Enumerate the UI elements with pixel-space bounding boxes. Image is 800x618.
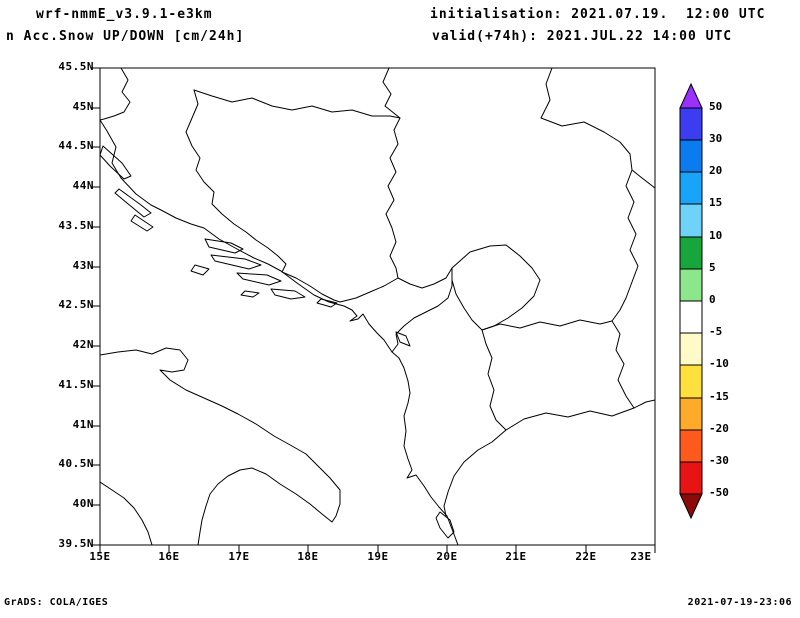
border-croatia-serbia	[382, 68, 401, 119]
border-sava-croatia-bosnia	[193, 89, 401, 119]
border-serbia-bulgaria	[611, 169, 639, 322]
colorbar-label: 10	[709, 229, 723, 242]
lat-tick-label: 41.5N	[58, 378, 94, 391]
border-romania-north	[540, 68, 553, 119]
island-korcula	[236, 272, 282, 286]
colorbar-label: -15	[709, 390, 729, 403]
colorbar-label: 50	[709, 100, 723, 113]
colorbar-label: 5	[709, 261, 716, 274]
colorbar-cell	[679, 364, 703, 399]
colorbar-label: 20	[709, 164, 723, 177]
lake-shkodra	[395, 331, 411, 347]
model-title: wrf-nmmE_v3.9.1-e3km	[36, 7, 213, 22]
lon-tick-label: 16E	[158, 550, 180, 563]
colorbar-cell	[679, 171, 703, 205]
colorbar-cell	[679, 461, 703, 495]
border-montenegro-serbia	[397, 267, 453, 289]
init-time: initialisation: 2021.07.19. 12:00 UTC	[430, 7, 766, 22]
border-slovenia-croatia	[100, 68, 131, 121]
creation-timestamp: 2021-07-19-23:06	[687, 597, 792, 608]
lat-tick-label: 42N	[72, 338, 94, 351]
lon-tick-label: 23E	[630, 550, 652, 563]
border-macedonia-greece-east	[633, 399, 655, 409]
lon-tick-label: 21E	[505, 550, 527, 563]
lon-tick-label: 18E	[297, 550, 319, 563]
lat-tick-label: 39.5N	[58, 537, 94, 550]
colorbar-label: -20	[709, 422, 729, 435]
colorbar-label: -30	[709, 454, 729, 467]
lat-tick-label: 43.5N	[58, 219, 94, 232]
colorbar-cell	[679, 236, 703, 270]
island-dugi-otok	[114, 188, 152, 218]
coastline-italy-adriatic	[100, 347, 341, 545]
lon-tick-label: 15E	[89, 550, 111, 563]
island-vis	[190, 264, 210, 276]
colorbar-label: -50	[709, 486, 729, 499]
grads-credit: GrADS: COLA/IGES	[4, 597, 109, 608]
border-bosnia-coastal-strip	[281, 271, 341, 303]
border-montenegro-albania	[391, 267, 453, 353]
valid-time: valid(+74h): 2021.JUL.22 14:00 UTC	[432, 29, 733, 44]
colorbar-arrow-top	[679, 82, 703, 109]
lat-tick-label: 40.5N	[58, 457, 94, 470]
colorbar-cell	[679, 107, 703, 141]
island-elafiti	[316, 298, 338, 308]
lat-tick-label: 42.5N	[58, 298, 94, 311]
colorbar-group	[679, 82, 703, 520]
border-macedonia-outline	[481, 319, 635, 431]
border-danube-serbia-romania	[540, 117, 655, 189]
lon-tick-label: 17E	[228, 550, 250, 563]
border-kosovo-outline	[451, 244, 541, 331]
border-albania-greece	[443, 429, 507, 517]
map-outline-group	[100, 68, 655, 545]
colorbar-label: 15	[709, 196, 723, 209]
island-pag	[100, 145, 132, 180]
lat-tick-label: 45.5N	[58, 60, 94, 73]
colorbar-label: 0	[709, 293, 716, 306]
colorbar-cell	[679, 332, 703, 366]
colorbar-label: 30	[709, 132, 723, 145]
lon-tick-label: 22E	[575, 550, 597, 563]
colorbar-cell	[679, 397, 703, 431]
border-bosnia-montenegro	[339, 277, 399, 303]
lat-tick-label: 41N	[72, 418, 94, 431]
colorbar-label: -10	[709, 357, 729, 370]
lat-tick-label: 43N	[72, 259, 94, 272]
lat-tick-label: 40N	[72, 497, 94, 510]
border-drina-bosnia-serbia	[385, 117, 401, 279]
colorbar-cell	[679, 139, 703, 173]
colorbar-cell	[679, 300, 703, 334]
lat-tick-label: 44.5N	[58, 139, 94, 152]
lat-tick-label: 45N	[72, 100, 94, 113]
island-mljet	[270, 288, 306, 300]
island-brac	[204, 238, 244, 254]
island-corfu	[435, 511, 455, 539]
island-lastovo	[240, 290, 260, 298]
colorbar-arrow-bottom	[679, 493, 703, 520]
border-croatia-bosnia-west	[185, 89, 287, 273]
product-title: n Acc.Snow UP/DOWN [cm/24h]	[6, 29, 245, 44]
lon-tick-label: 19E	[367, 550, 389, 563]
axis-ticks-group	[92, 67, 656, 553]
colorbar-cell	[679, 203, 703, 238]
colorbar-cell	[679, 429, 703, 463]
lat-tick-label: 44N	[72, 179, 94, 192]
coastline-east-adriatic	[100, 119, 459, 545]
island-kornati	[130, 214, 154, 232]
island-hvar	[210, 254, 262, 270]
coastline-italy-tyrrhenian	[100, 481, 153, 545]
lon-tick-label: 20E	[436, 550, 458, 563]
colorbar-cell	[679, 268, 703, 302]
colorbar-label: -5	[709, 325, 723, 338]
plot-frame	[99, 67, 656, 546]
